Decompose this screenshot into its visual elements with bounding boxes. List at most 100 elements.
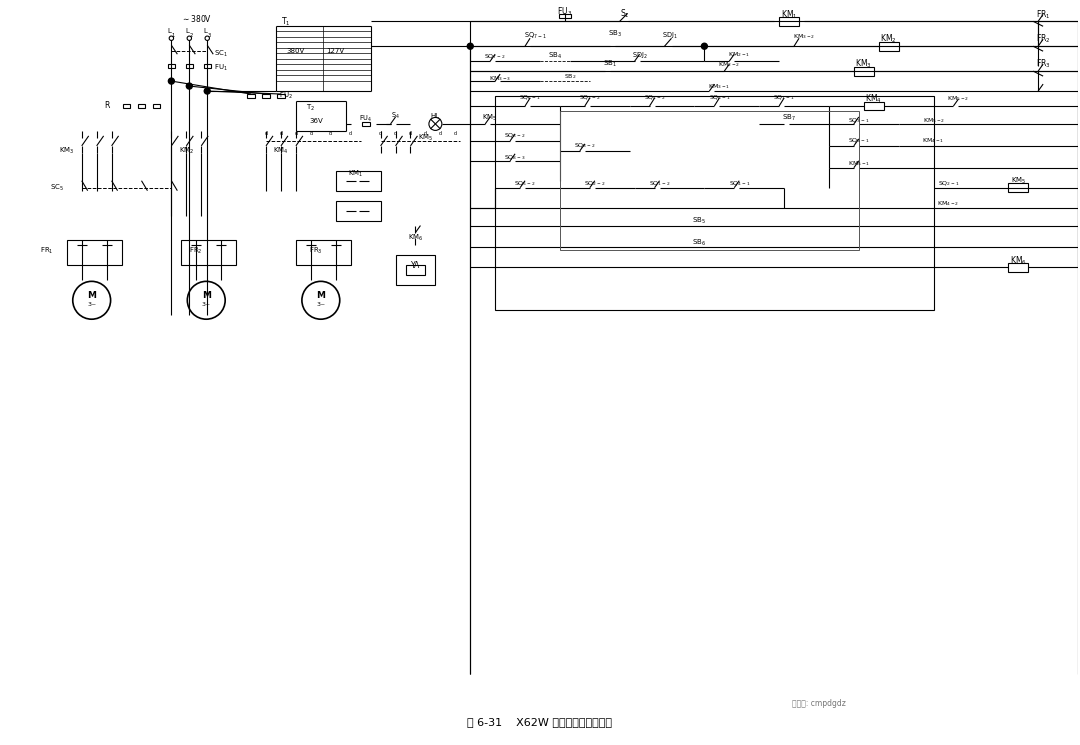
Text: d: d [295,131,297,136]
Bar [296,241,351,265]
Text: d: d [265,131,268,136]
Bar [1009,263,1028,272]
Bar [362,122,369,126]
Text: SB$_7$: SB$_7$ [782,112,796,123]
Text: SQ$_{6-2}$: SQ$_{6-2}$ [504,131,526,140]
Bar [203,64,211,68]
Text: SC$_1$: SC$_1$ [214,49,228,60]
Text: SQ$_{8-2}$: SQ$_{8-2}$ [575,142,595,150]
Text: d: d [394,131,397,136]
Text: d: d [329,131,333,136]
Text: 3~: 3~ [87,302,96,307]
Text: SQ$_{6-1}$: SQ$_{6-1}$ [519,94,541,102]
Text: 2: 2 [190,33,193,38]
Text: YA: YA [410,261,420,270]
Text: SB$_3$: SB$_3$ [608,29,622,39]
Text: KM$_{2-1}$: KM$_{2-1}$ [728,50,751,59]
Text: FR$_3$: FR$_3$ [1036,58,1051,71]
Bar [123,104,131,108]
Text: 3~: 3~ [202,302,211,307]
Text: M: M [202,291,211,299]
Bar [278,95,285,98]
Text: KM$_{4-1}$: KM$_{4-1}$ [922,136,945,145]
Circle shape [468,43,473,49]
Bar [138,104,145,108]
Text: R: R [104,101,109,110]
Text: 3: 3 [207,33,211,38]
Text: 微信号: cmpdgdz: 微信号: cmpdgdz [792,700,846,708]
Bar [262,95,270,98]
Bar [559,14,571,19]
Text: SQ$_{1-2}$: SQ$_{1-2}$ [649,180,671,188]
Text: FU$_3$: FU$_3$ [557,5,572,18]
Text: KM$_6$: KM$_6$ [407,232,423,243]
Text: 380V: 380V [287,48,305,54]
Text: KM$_{5-2}$: KM$_{5-2}$ [922,116,945,125]
Text: KM$_{4-2}$: KM$_{4-2}$ [937,199,959,208]
Text: SB$_1$: SB$_1$ [603,59,617,69]
Text: SQ$_{7-1}$: SQ$_{7-1}$ [524,31,546,42]
Text: FR$_2$: FR$_2$ [1036,33,1051,45]
Text: d: d [309,131,312,136]
Text: d: d [423,131,427,136]
Bar [854,66,874,75]
Text: d: d [409,131,413,136]
Text: L: L [167,28,172,34]
Text: SQ$_{4-1}$: SQ$_{4-1}$ [729,180,750,188]
Text: SB$_5$: SB$_5$ [692,215,706,226]
Text: KM$_5$: KM$_5$ [1011,176,1026,186]
Text: 1: 1 [172,33,175,38]
Text: KM$_5$: KM$_5$ [418,133,433,143]
Bar [1009,183,1028,192]
Text: KM$_4$: KM$_4$ [273,146,288,156]
Text: FR$_1$: FR$_1$ [40,245,54,256]
Text: SQ$_{4-2}$: SQ$_{4-2}$ [644,94,665,102]
Text: FR$_2$: FR$_2$ [189,245,203,256]
Bar [336,171,380,191]
Text: KM$_{3-3}$: KM$_{3-3}$ [489,74,511,83]
Circle shape [701,43,707,49]
Bar [559,111,859,250]
Text: SQ$_{2-2}$: SQ$_{2-2}$ [584,180,606,188]
Text: KM$_4$: KM$_4$ [865,93,882,105]
Text: SQ$_{1-1}$: SQ$_{1-1}$ [773,94,795,102]
Text: SB$_2$: SB$_2$ [564,72,577,80]
Bar [152,104,160,108]
Text: KM$_{3-2}$: KM$_{3-2}$ [793,32,815,41]
Text: KM$_{5-2}$: KM$_{5-2}$ [947,95,970,104]
Bar [779,17,799,26]
Text: SQ$_{8-3}$: SQ$_{8-3}$ [504,153,526,162]
Text: SQ$_{2-1}$: SQ$_{2-1}$ [937,180,959,188]
Text: KM$_2$: KM$_2$ [880,33,897,45]
Bar [405,265,426,276]
Text: FU$_2$: FU$_2$ [279,91,293,101]
Text: 36V: 36V [309,118,323,124]
Text: KM$_3$: KM$_3$ [59,146,75,156]
Text: KM$_{3-1}$: KM$_{3-1}$ [708,82,730,91]
Text: L: L [186,28,189,34]
Text: KM$_{5-1}$: KM$_{5-1}$ [848,159,869,168]
Text: SDJ$_2$: SDJ$_2$ [632,51,648,61]
Text: KM$_1$: KM$_1$ [348,168,363,179]
Text: d: d [280,131,283,136]
Text: d: d [349,131,352,136]
Text: SQ$_{8-1}$: SQ$_{8-1}$ [708,94,730,102]
Text: FR$_3$: FR$_3$ [309,245,323,256]
Text: M: M [316,291,325,299]
Text: SQ$_{7-2}$: SQ$_{7-2}$ [485,52,505,60]
Text: d: d [438,131,442,136]
Text: 图 6-31    X62W 型万能铣床控制电路: 图 6-31 X62W 型万能铣床控制电路 [468,717,612,726]
Text: SQ$_{3-1}$: SQ$_{3-1}$ [848,116,869,125]
Bar [864,101,883,110]
Bar [495,96,933,310]
Text: FU$_4$: FU$_4$ [359,114,373,124]
Text: SQ$_{5-1}$: SQ$_{5-1}$ [848,136,869,145]
Bar [181,241,237,265]
Text: SQ$_{5-2}$: SQ$_{5-2}$ [514,180,536,188]
Text: KM$_3$: KM$_3$ [855,58,873,71]
Text: S$_4$: S$_4$ [391,111,400,121]
Text: KM$_1$: KM$_1$ [781,8,797,21]
Text: M: M [87,291,96,299]
Text: SB$_6$: SB$_6$ [692,238,706,247]
Text: SDJ$_1$: SDJ$_1$ [662,31,677,42]
